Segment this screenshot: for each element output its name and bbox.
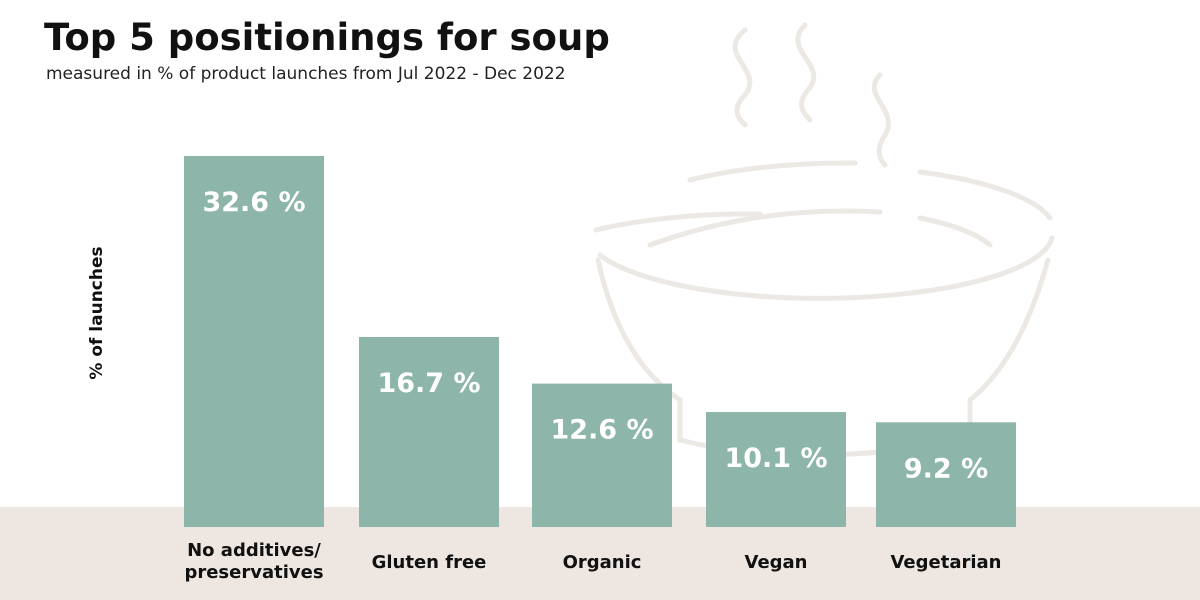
value-label: 9.2 % xyxy=(904,453,988,484)
bar xyxy=(706,412,846,527)
x-tick-label: Vegan xyxy=(744,552,808,573)
value-label: 10.1 % xyxy=(724,443,827,474)
chart-subtitle: measured in % of product launches from J… xyxy=(46,64,566,84)
x-tick-label: Organic xyxy=(562,552,642,573)
bar xyxy=(184,156,324,527)
x-tick-label: Gluten free xyxy=(371,552,487,573)
x-tick-label: Vegetarian xyxy=(890,552,1002,573)
bar xyxy=(876,422,1016,527)
bar xyxy=(359,336,499,527)
chart-title: Top 5 positionings for soup xyxy=(44,16,610,59)
bar xyxy=(532,383,672,527)
value-label: 32.6 % xyxy=(202,187,305,218)
value-label: 12.6 % xyxy=(550,415,653,446)
y-axis-label: % of launches xyxy=(87,246,107,380)
value-label: 16.7 % xyxy=(377,368,480,399)
x-tick-label: No additives/ preservatives xyxy=(184,540,324,583)
